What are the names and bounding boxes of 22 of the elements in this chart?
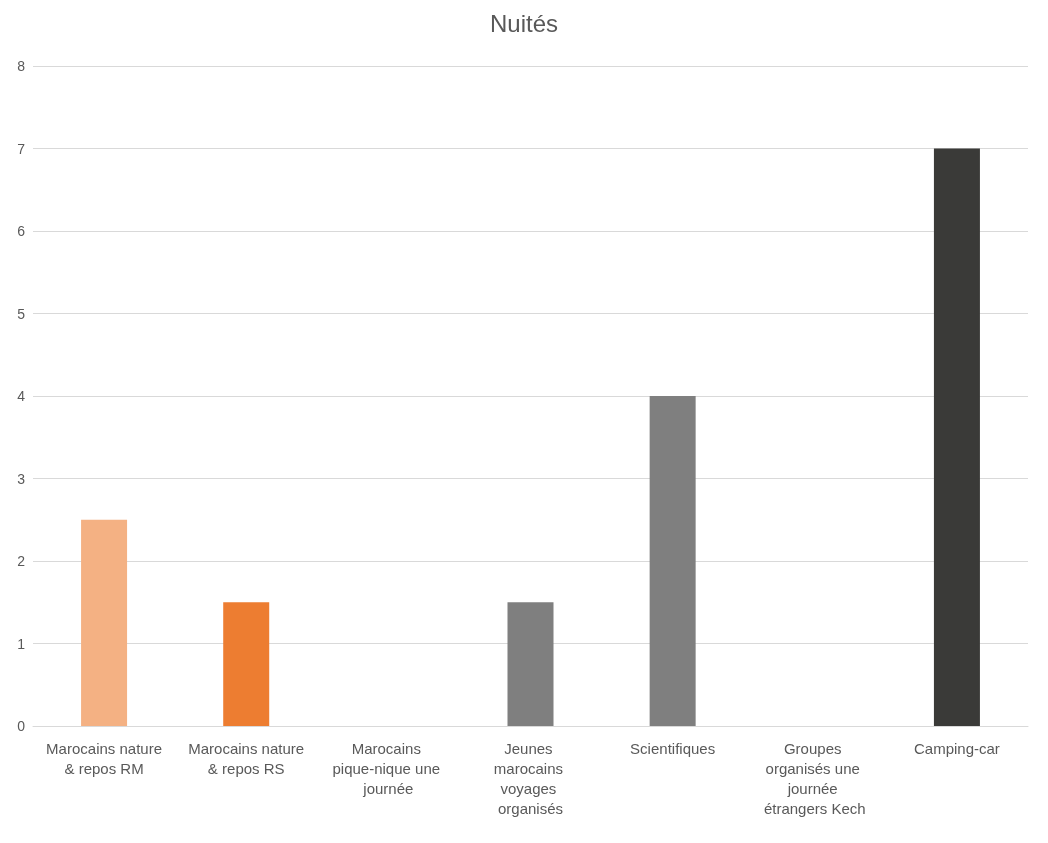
bar (649, 396, 696, 726)
y-tick-label: 6 (17, 223, 26, 239)
y-tick-label: 7 (17, 140, 26, 157)
x-tick-label: Marocains nature& repos RS (188, 739, 305, 777)
bar (81, 519, 128, 726)
y-tick-label: 2 (17, 553, 26, 569)
y-tick-label: 8 (17, 58, 26, 74)
y-tick-label: 4 (17, 388, 26, 404)
x-tick-label: Marocains pique-nique une journée (332, 739, 445, 797)
x-tick-label: Scientifiques (630, 739, 716, 757)
y-tick-label: 3 (17, 470, 26, 487)
y-tick-label: 5 (17, 305, 26, 322)
x-tick-label: Jeunes marocains voyages organisés (493, 739, 568, 817)
x-tick-label: Camping-car (913, 739, 1000, 757)
y-tick-label: 0 (17, 718, 26, 734)
bar (223, 602, 270, 726)
chart-title: Nuités (489, 9, 559, 37)
x-tick-label: Marocains nature& repos RM (46, 739, 163, 777)
bar (507, 602, 554, 726)
bar (933, 148, 980, 726)
y-tick-label: 1 (17, 635, 26, 652)
x-tick-label: Groupes organisés une journée étrangers Kech (763, 739, 866, 817)
